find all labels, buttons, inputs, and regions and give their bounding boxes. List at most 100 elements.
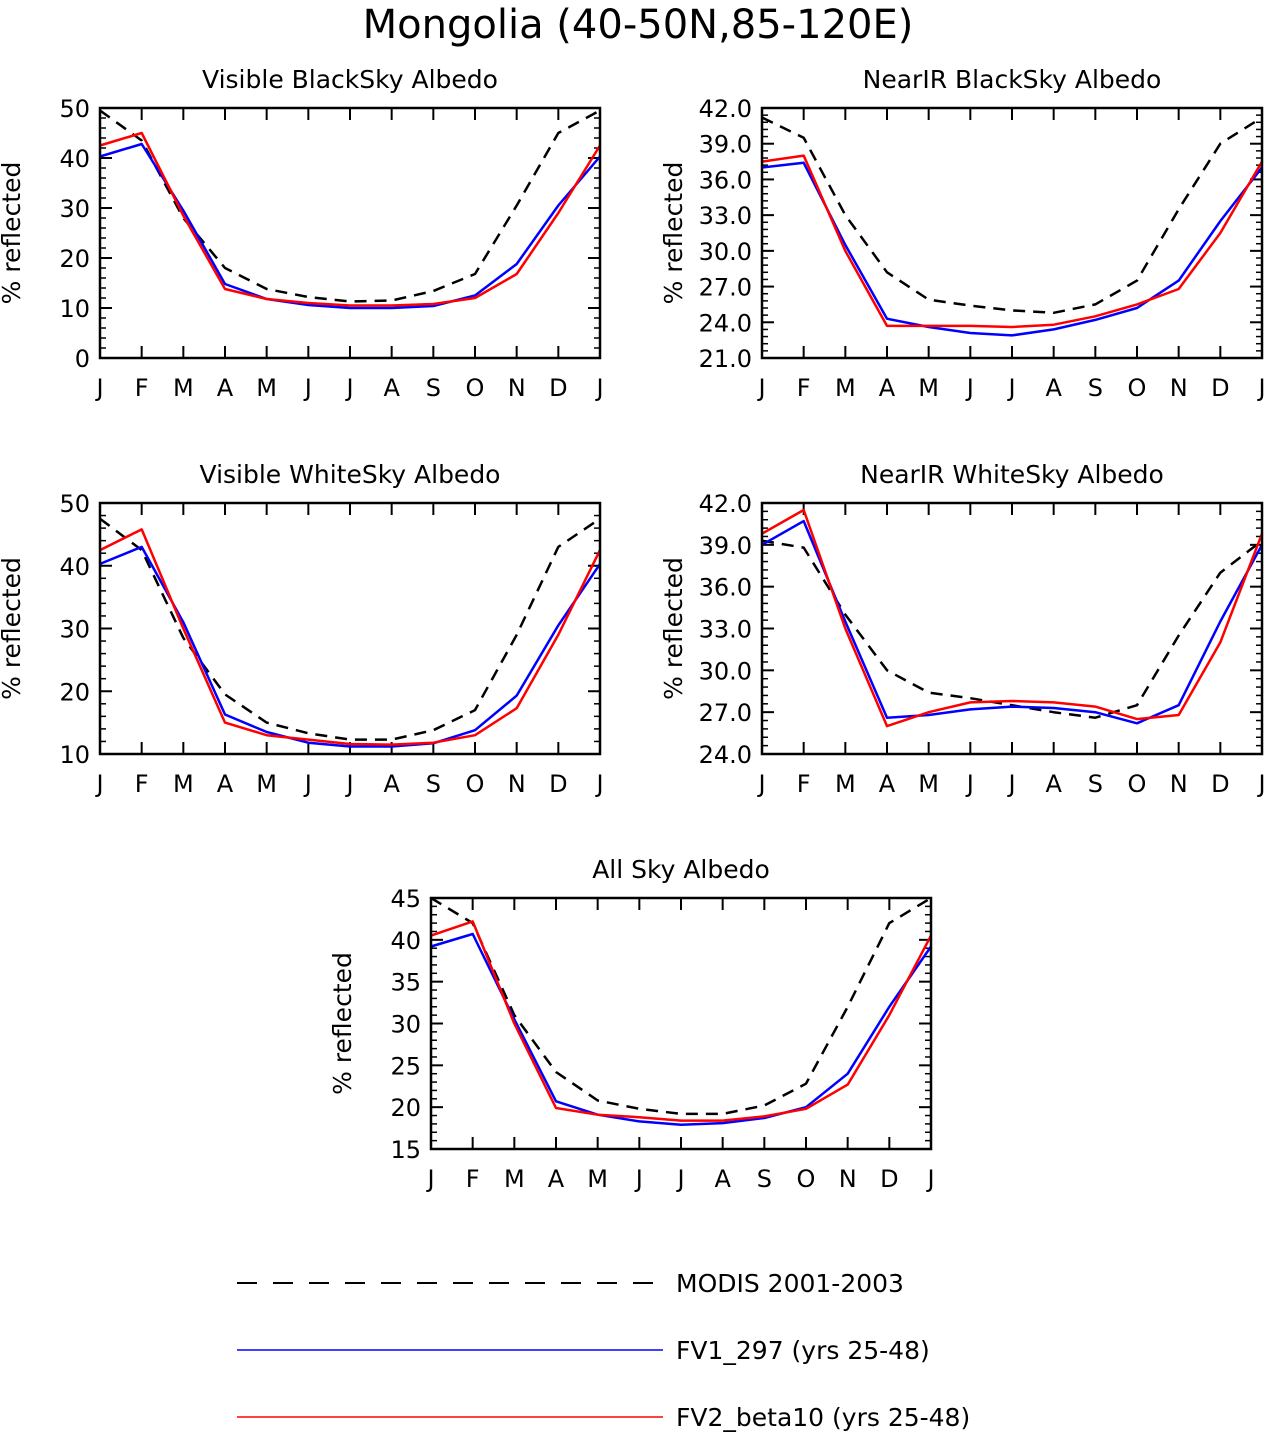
legend: MODIS 2001-2003 FV1_297 (yrs 25-48) FV2_be…: [237, 1269, 970, 1432]
x-tick-label: M: [173, 770, 194, 798]
y-tick-label: 42.0: [699, 95, 752, 123]
x-tick-label: F: [466, 1165, 480, 1193]
x-tick-label: A: [879, 374, 896, 402]
series-line: [99, 517, 601, 741]
series-line: [99, 109, 601, 303]
y-tick-label: 20: [59, 678, 90, 706]
series-line: [99, 142, 601, 310]
series-line: [761, 154, 1264, 329]
series-line: [761, 539, 1263, 719]
series-line: [761, 508, 1264, 728]
series-line: [430, 896, 932, 1116]
x-tick-label: J: [634, 1165, 643, 1193]
x-tick-label: N: [508, 374, 526, 402]
plot-frame: [98, 106, 602, 360]
y-tick-label: 10: [59, 741, 90, 769]
y-tick-label: 39.0: [699, 131, 752, 159]
legend-item: FV2_beta10 (yrs 25-48): [237, 1403, 970, 1432]
y-tick-label: 21.0: [699, 345, 752, 373]
x-tick-label: J: [1006, 770, 1015, 798]
panel-title: NearIR WhiteSky Albedo: [860, 460, 1164, 489]
y-tick-label: 10: [59, 295, 90, 323]
figure-title: Mongolia (40-50N,85-120E): [363, 2, 914, 48]
panel-title: Visible BlackSky Albedo: [202, 65, 498, 94]
y-tick-label: 40: [390, 927, 421, 955]
x-tick-label: S: [1088, 770, 1103, 798]
series-line: [430, 920, 933, 1122]
x-tick-label: F: [135, 374, 149, 402]
y-tick-label: 27.0: [699, 699, 752, 727]
x-tick-label: J: [594, 374, 603, 402]
x-tick-label: F: [135, 770, 149, 798]
plot-frame: [429, 896, 933, 1151]
x-tick-label: A: [714, 1165, 731, 1193]
x-tick-label: N: [839, 1165, 857, 1193]
x-tick-label: J: [303, 374, 312, 402]
plot-frame: [760, 106, 1264, 360]
x-tick-label: M: [918, 770, 939, 798]
x-tick-label: A: [383, 374, 400, 402]
x-tick-label: S: [426, 374, 441, 402]
legend-label: FV1_297 (yrs 25-48): [676, 1336, 930, 1365]
plot-frame: [98, 501, 602, 756]
x-tick-label: J: [303, 770, 312, 798]
series-line: [761, 519, 1264, 725]
y-axis-label: % reflected: [0, 557, 26, 700]
x-tick-label: N: [508, 770, 526, 798]
x-tick-label: J: [1256, 770, 1265, 798]
y-tick-label: 30: [59, 616, 90, 644]
y-tick-label: 40: [59, 145, 90, 173]
y-tick-label: 36.0: [699, 166, 752, 194]
x-tick-label: N: [1170, 770, 1188, 798]
y-tick-label: 15: [390, 1136, 421, 1164]
x-tick-label: M: [504, 1165, 525, 1193]
chart-panel: Visible WhiteSky Albedo% reflectedJFMAMJ…: [0, 460, 604, 798]
x-tick-label: O: [466, 374, 485, 402]
x-tick-label: D: [1211, 770, 1229, 798]
x-tick-label: J: [594, 770, 603, 798]
panel-title: NearIR BlackSky Albedo: [863, 65, 1162, 94]
y-tick-label: 36.0: [699, 574, 752, 602]
x-tick-label: J: [756, 770, 765, 798]
legend-item: FV1_297 (yrs 25-48): [237, 1336, 930, 1365]
x-tick-label: M: [173, 374, 194, 402]
y-tick-label: 42.0: [699, 490, 752, 518]
y-tick-label: 33.0: [699, 616, 752, 644]
x-tick-label: J: [94, 770, 103, 798]
legend-label: FV2_beta10 (yrs 25-48): [676, 1403, 970, 1432]
chart-panels: Visible BlackSky Albedo% reflectedJFMAMJ…: [0, 65, 1266, 1193]
x-tick-label: M: [835, 374, 856, 402]
x-tick-label: M: [835, 770, 856, 798]
series-line: [99, 545, 602, 748]
x-tick-label: J: [1006, 374, 1015, 402]
x-tick-label: M: [256, 770, 277, 798]
x-tick-label: A: [1045, 770, 1062, 798]
y-axis-label: % reflected: [659, 162, 688, 305]
plot-frame: [760, 501, 1264, 756]
x-tick-label: O: [1128, 770, 1147, 798]
x-tick-label: J: [344, 374, 353, 402]
x-tick-label: S: [426, 770, 441, 798]
x-tick-label: D: [880, 1165, 898, 1193]
y-tick-label: 40: [59, 553, 90, 581]
y-tick-label: 35: [390, 969, 421, 997]
y-tick-label: 30.0: [699, 238, 752, 266]
x-tick-label: A: [383, 770, 400, 798]
y-tick-label: 25: [390, 1052, 421, 1080]
chart-panel: Visible BlackSky Albedo% reflectedJFMAMJ…: [0, 65, 604, 402]
y-tick-label: 30: [390, 1011, 421, 1039]
x-tick-label: A: [1045, 374, 1062, 402]
x-tick-label: J: [756, 374, 765, 402]
x-tick-label: O: [466, 770, 485, 798]
x-tick-label: J: [925, 1165, 934, 1193]
series-line: [99, 528, 602, 746]
x-tick-label: S: [757, 1165, 772, 1193]
series-line: [99, 131, 602, 307]
y-tick-label: 24.0: [699, 741, 752, 769]
x-tick-label: J: [965, 770, 974, 798]
series-line: [430, 932, 933, 1126]
x-tick-label: D: [549, 770, 567, 798]
y-tick-label: 33.0: [699, 202, 752, 230]
